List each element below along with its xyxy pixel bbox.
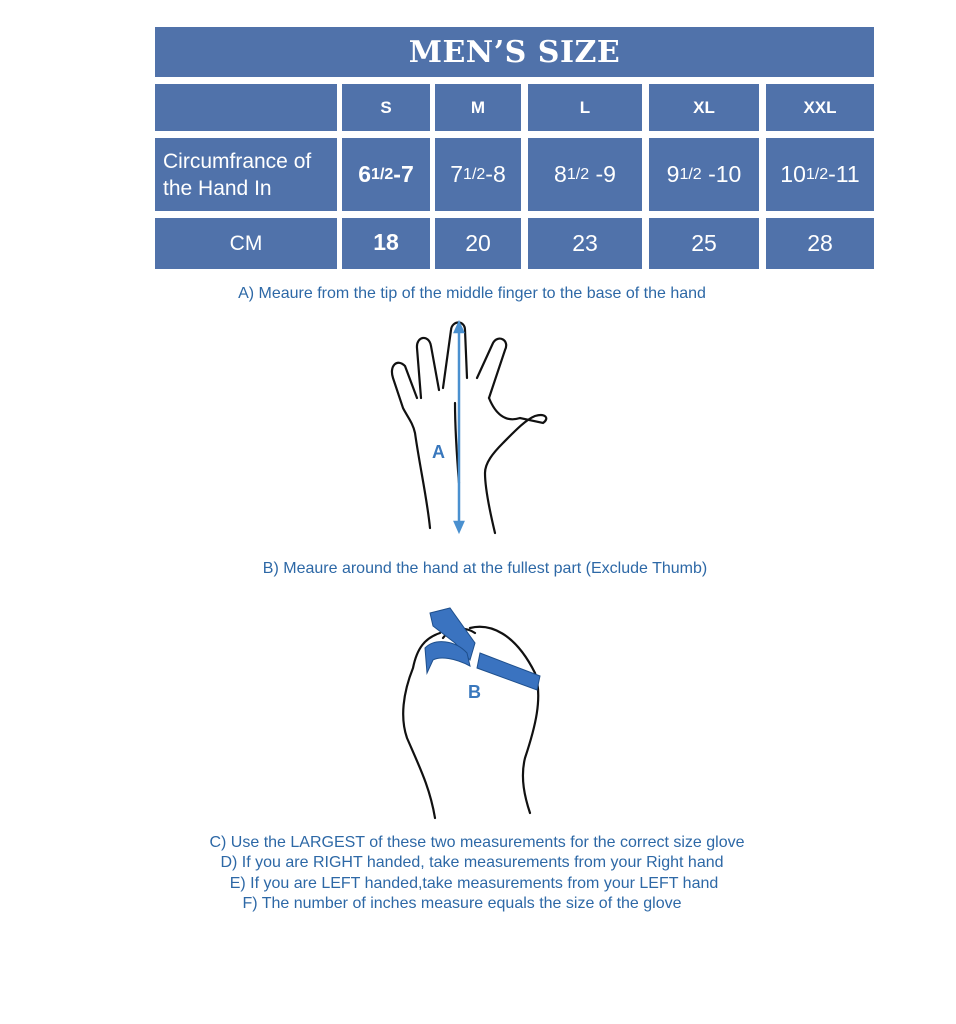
size-header-m: M (435, 84, 521, 131)
size-header-l: L (528, 84, 642, 131)
instruction-c: C) Use the LARGEST of these two measurem… (209, 834, 745, 851)
inches-fraction: 1/2 (679, 165, 702, 183)
inches-whole: 6 (358, 161, 372, 187)
size-header-xl: XL (649, 84, 759, 131)
inches-l: 8 1/2 -9 (528, 138, 642, 211)
size-header-xxl: XXL (766, 84, 874, 131)
instruction-e: E) If you are LEFT handed,take measureme… (229, 875, 719, 892)
inches-m: 7 1/2 -8 (435, 138, 521, 211)
inches-fraction: 1/2 (805, 165, 829, 183)
instruction-d: D) If you are RIGHT handed, take measure… (220, 854, 724, 871)
cm-xxl: 28 (766, 218, 874, 269)
instruction-a: A) Meaure from the tip of the middle fin… (238, 285, 706, 302)
diagram-label-b: B (468, 682, 481, 702)
hand-circumference-diagram: B (402, 607, 541, 820)
inches-whole: 10 (780, 161, 806, 187)
inches-whole: 8 (554, 161, 567, 187)
inches-fraction: 1/2 (463, 165, 486, 183)
inches-upper: -10 (701, 161, 742, 187)
hand-length-diagram: A (390, 319, 548, 535)
inches-upper: -8 (485, 161, 506, 187)
inches-whole: 9 (666, 161, 680, 187)
inches-upper: -7 (393, 161, 414, 187)
inches-xl: 9 1/2 -10 (649, 138, 759, 211)
measuring-tape (424, 607, 541, 691)
size-chart-title: MEN’S SIZE (155, 27, 874, 77)
open-hand-icon (390, 321, 548, 535)
inches-upper: -9 (589, 161, 616, 187)
inches-upper: -11 (828, 161, 860, 187)
inches-whole: 7 (450, 161, 464, 187)
inches-s: 6 1/2 -7 (342, 138, 430, 211)
instruction-f: F) The number of inches measure equals t… (242, 895, 682, 912)
instruction-b: B) Meaure around the hand at the fullest… (262, 560, 708, 577)
row-label-cm: CM (155, 218, 337, 269)
length-arrow (453, 319, 465, 535)
inches-fraction: 1/2 (566, 165, 590, 183)
cm-s: 18 (342, 218, 430, 269)
cm-l: 23 (528, 218, 642, 269)
header-empty-cell (155, 84, 337, 131)
row-label-inches: Circumfrance of the Hand In (155, 138, 337, 211)
inches-fraction: 1/2 (371, 165, 394, 183)
diagram-label-a: A (432, 442, 445, 462)
cm-m: 20 (435, 218, 521, 269)
size-header-s: S (342, 84, 430, 131)
cm-xl: 25 (649, 218, 759, 269)
inches-xxl: 10 1/2 -11 (766, 138, 874, 211)
